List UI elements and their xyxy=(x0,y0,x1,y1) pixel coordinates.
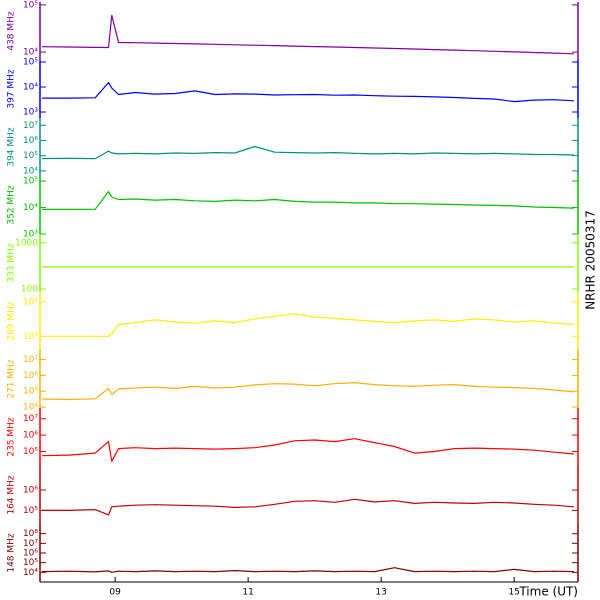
y-tick-label: 10⁵ xyxy=(23,297,38,307)
series-line xyxy=(42,498,575,516)
panel-label: 397 MHz xyxy=(7,69,17,109)
y-tick-label: 10⁴ xyxy=(23,82,38,92)
panel-label: 289 MHz xyxy=(7,301,17,341)
y-tick-label: 10⁶ xyxy=(23,371,38,381)
series-line xyxy=(42,313,575,337)
y-tick-label: 10⁵ xyxy=(23,387,38,397)
y-tick-label: 1000 xyxy=(15,238,38,248)
y-tick-label: 10⁶ xyxy=(23,431,38,441)
y-tick-label: 10⁶ xyxy=(23,486,38,496)
y-tick-label: 10⁵ xyxy=(23,447,38,457)
y-tick-label: 10⁷ xyxy=(23,355,38,365)
panel-label: 271 MHz xyxy=(7,359,17,399)
y-tick-label: 10⁷ xyxy=(23,414,38,424)
series-line xyxy=(41,382,575,401)
y-tick-label: 10³ xyxy=(23,230,38,240)
y-tick-label: 10⁴ xyxy=(23,166,38,176)
panel-label: 164 MHz xyxy=(7,475,17,515)
series-line xyxy=(41,145,575,160)
x-tick-label: 13 xyxy=(375,588,386,598)
x-tick-label: 11 xyxy=(242,588,253,598)
x-tick-label: 15 xyxy=(508,588,519,598)
panel-label: 148 MHz xyxy=(7,533,17,573)
y-tick-label: 10⁴ xyxy=(23,332,38,342)
y-tick-label: 10⁵ xyxy=(23,506,38,516)
y-tick-label: 10⁵ xyxy=(23,151,38,161)
series-line xyxy=(42,191,575,210)
x-axis-label: Time (UT) xyxy=(518,585,578,599)
series-line xyxy=(41,567,575,573)
panel-label: 333 MHz xyxy=(7,243,17,283)
x-tick-label: 09 xyxy=(109,588,121,598)
y-tick-label: 100 xyxy=(21,284,38,294)
y-tick-label: 10³ xyxy=(23,107,38,117)
y-tick-label: 10⁷ xyxy=(23,121,38,131)
y-tick-label: 10⁸ xyxy=(23,529,38,539)
y-tick-label: 10⁵ xyxy=(23,177,38,187)
y-tick-label: 10⁶ xyxy=(23,549,38,559)
y-tick-label: 10⁵ xyxy=(23,558,38,568)
panel-label: 394 MHz xyxy=(7,127,17,167)
panel-label: 235 MHz xyxy=(7,417,17,457)
y-tick-label: 10⁶ xyxy=(23,136,38,146)
panel-label: 352 MHz xyxy=(7,185,17,225)
series-line xyxy=(41,438,575,462)
y-tick-label: 10⁴ xyxy=(23,568,38,578)
series-line xyxy=(41,14,575,55)
y-tick-label: 10⁴ xyxy=(23,403,38,413)
y-tick-label: 10⁵ xyxy=(23,57,38,67)
y-tick-label: 10⁴ xyxy=(23,203,38,213)
series-line xyxy=(42,82,575,103)
panel-label: 438 MHz xyxy=(7,11,17,51)
y-tick-label: 10⁷ xyxy=(23,539,38,549)
side-label: NRHR 20050317 xyxy=(584,210,598,310)
y-tick-label: 10⁴ xyxy=(23,48,38,58)
y-tick-label: 10⁵ xyxy=(23,0,38,10)
